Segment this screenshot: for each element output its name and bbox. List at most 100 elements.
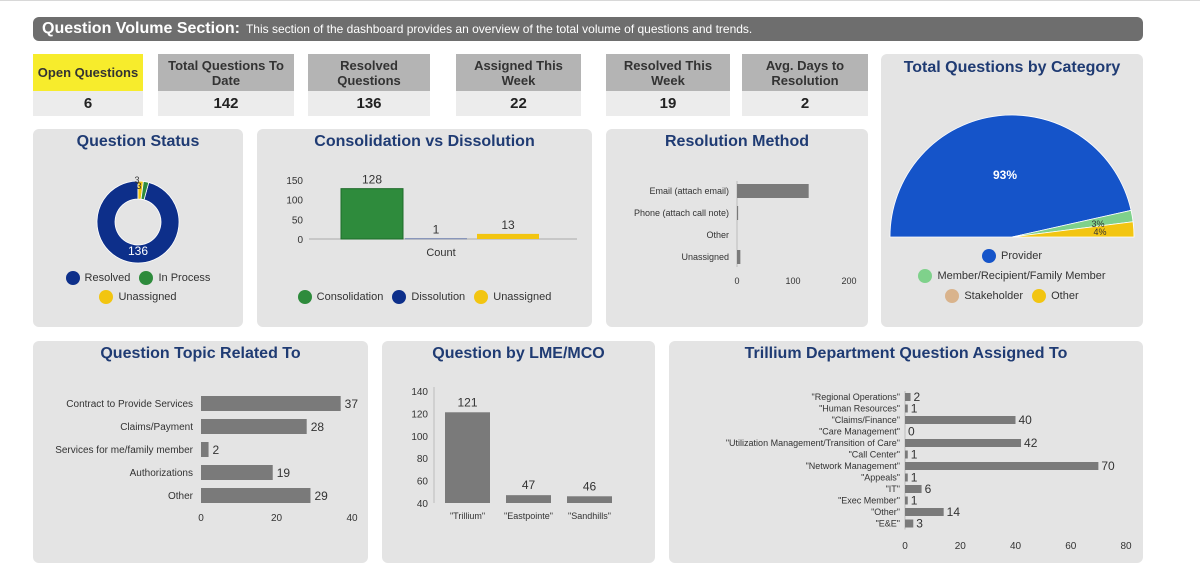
panel-department: Trillium Department Question Assigned To… bbox=[669, 341, 1143, 563]
bar-dissolution bbox=[405, 238, 467, 240]
legend-consolidation: Consolidation Dissolution Unassigned bbox=[257, 290, 592, 307]
category-label: "Exec Member" bbox=[838, 496, 900, 506]
category-label: "Sandhills" bbox=[568, 511, 611, 521]
x-tick-label: 20 bbox=[271, 513, 283, 524]
legend-swatch bbox=[918, 269, 933, 283]
kpi-value: 2 bbox=[800, 95, 810, 112]
legend-swatch bbox=[945, 289, 960, 303]
bar bbox=[201, 465, 273, 480]
y-tick-label: 140 bbox=[411, 387, 428, 398]
bar bbox=[905, 508, 944, 516]
category-label: "Trillium" bbox=[450, 511, 485, 521]
legend-label: Unassigned bbox=[493, 291, 552, 303]
x-tick-label: 0 bbox=[734, 276, 739, 286]
bar bbox=[905, 485, 922, 493]
x-tick-label: 100 bbox=[785, 276, 800, 286]
x-tick-label: 200 bbox=[841, 276, 856, 286]
data-label: 3 bbox=[916, 517, 923, 531]
data-label-consolidation: 128 bbox=[362, 173, 382, 187]
banner-title: Question Volume Section: bbox=[42, 20, 240, 37]
data-label: 2 bbox=[914, 390, 921, 404]
legend-label: Consolidation bbox=[316, 291, 384, 303]
bar bbox=[905, 404, 908, 413]
donut-slice-resolved bbox=[96, 180, 180, 264]
category-label: Unassigned bbox=[681, 252, 729, 262]
data-label: 70 bbox=[1101, 459, 1115, 473]
pie-slice-other bbox=[1011, 221, 1135, 238]
legend-question-status-row2: Unassigned bbox=[33, 290, 243, 307]
panel-category: Total Questions by Category 93% 3% 4% Prov… bbox=[881, 54, 1143, 327]
pie-slice-provider bbox=[889, 114, 1132, 238]
x-tick-label: 60 bbox=[1065, 541, 1077, 552]
section-banner: Question Volume Section: This section of… bbox=[33, 17, 1143, 41]
data-label: 29 bbox=[314, 489, 328, 503]
bar bbox=[905, 416, 1016, 424]
legend-label: Resolved bbox=[84, 272, 131, 284]
data-label: 1 bbox=[911, 402, 918, 416]
legend-label: Stakeholder bbox=[964, 290, 1024, 302]
category-label: Contract to Provide Services bbox=[66, 399, 193, 410]
panel-topic: Question Topic Related To Contract to Pr… bbox=[33, 341, 368, 563]
bar bbox=[905, 519, 914, 528]
legend-label: Member/Recipient/Family Member bbox=[937, 270, 1106, 282]
legend-category-row1: Provider bbox=[881, 249, 1143, 266]
chart-question-status: 136 33 bbox=[96, 175, 180, 264]
donut-slice-in-process bbox=[140, 180, 150, 201]
bar bbox=[737, 250, 741, 264]
category-label: Authorizations bbox=[130, 468, 193, 479]
kpi-label: Assigned This Week bbox=[456, 54, 581, 91]
data-label: 0 bbox=[908, 425, 915, 439]
y-tick-label: 60 bbox=[417, 477, 429, 488]
data-label-in-process: 3 bbox=[134, 175, 139, 185]
kpi-value: 19 bbox=[659, 95, 677, 112]
y-tick-label: 100 bbox=[411, 432, 428, 443]
bar bbox=[506, 495, 551, 503]
kpi-resolved-this-week: Resolved This Week 19 bbox=[606, 54, 730, 116]
legend-swatch bbox=[474, 290, 489, 304]
legend-category-row2: Member/Recipient/Family Member bbox=[881, 269, 1143, 286]
legend-item-consolidation: Consolidation bbox=[297, 290, 384, 304]
data-label-unassigned: 3 bbox=[136, 181, 141, 191]
kpi-label: Open Questions bbox=[33, 54, 143, 91]
category-label: Phone (attach call note) bbox=[634, 208, 729, 218]
legend-swatch bbox=[99, 290, 114, 304]
x-axis-label: Count bbox=[426, 247, 455, 259]
x-tick-label: 0 bbox=[198, 513, 204, 524]
data-label: 28 bbox=[311, 420, 325, 434]
data-label: 40 bbox=[1019, 413, 1033, 427]
kpi-label: Resolved Questions bbox=[308, 54, 430, 91]
kpi-value: 142 bbox=[213, 95, 239, 112]
chart-topic: Contract to Provide Services 37 Claims/Pay… bbox=[55, 396, 358, 524]
data-label: 121 bbox=[457, 395, 477, 409]
panel-title: Question by LME/MCO bbox=[432, 345, 605, 362]
legend-label: Dissolution bbox=[411, 291, 466, 303]
category-label: "Other" bbox=[871, 507, 900, 517]
kpi-label: Total Questions To Date bbox=[158, 54, 294, 91]
category-label: "IT" bbox=[886, 484, 900, 494]
category-label: "Utilization Management/Transition of Ca… bbox=[726, 438, 900, 448]
legend-swatch bbox=[982, 249, 997, 263]
category-label: "Appeals" bbox=[861, 473, 900, 483]
category-label: "Network Management" bbox=[806, 461, 900, 471]
category-label: Other bbox=[706, 230, 729, 240]
kpi-value: 6 bbox=[83, 95, 93, 112]
legend-label: In Process bbox=[158, 272, 211, 284]
x-tick-label: 80 bbox=[1120, 541, 1132, 552]
data-label-member: 3% bbox=[1091, 219, 1104, 229]
pie-group bbox=[889, 114, 1135, 238]
legend-label: Provider bbox=[1001, 250, 1042, 262]
legend-category-row3: Stakeholder Other bbox=[881, 289, 1143, 306]
data-label-unassigned: 13 bbox=[501, 218, 515, 232]
x-tick-label: 0 bbox=[902, 541, 908, 552]
data-label: 1 bbox=[911, 471, 918, 485]
data-label: 19 bbox=[277, 466, 291, 480]
panel-title: Resolution Method bbox=[665, 133, 809, 150]
legend-item-resolved: Resolved bbox=[65, 271, 131, 285]
legend-swatch bbox=[139, 271, 154, 285]
panel-title: Consolidation vs Dissolution bbox=[314, 133, 535, 150]
category-label: "Regional Operations" bbox=[812, 392, 900, 402]
bar bbox=[737, 206, 739, 220]
bar bbox=[737, 184, 809, 198]
bar bbox=[905, 439, 1022, 447]
panel-title: Question Topic Related To bbox=[100, 345, 301, 362]
